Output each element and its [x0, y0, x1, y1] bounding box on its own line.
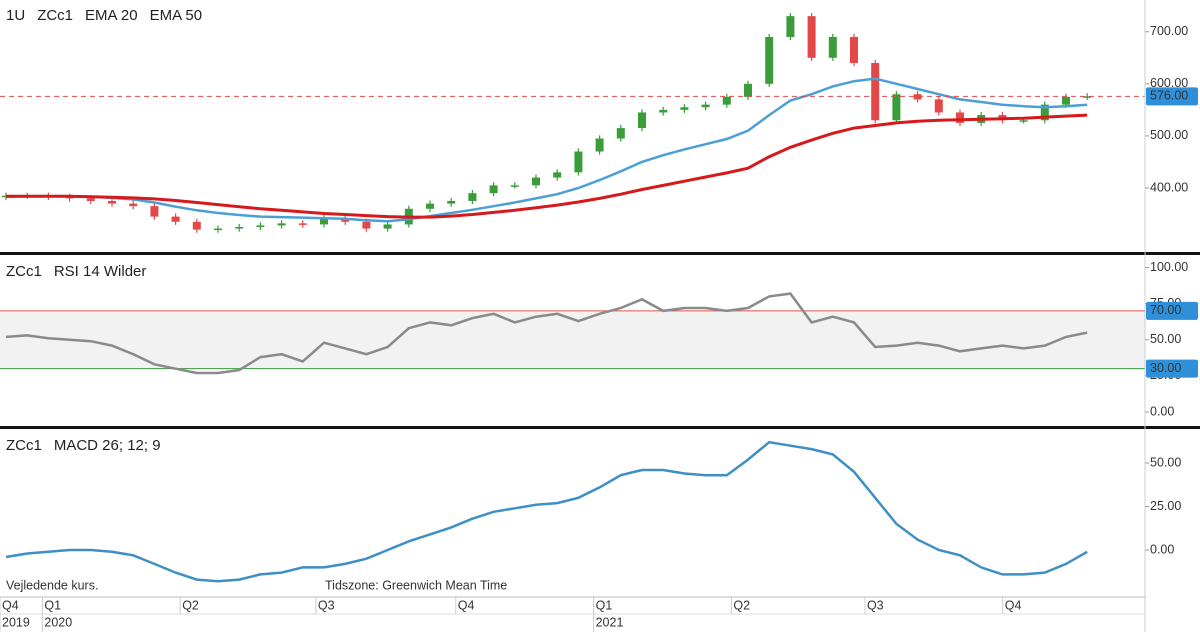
x-tick-label: Q3 — [318, 598, 335, 612]
candle-body — [701, 104, 710, 108]
y-tick-label: 0.00 — [1150, 542, 1174, 556]
candle-body — [468, 193, 477, 201]
candle-body — [871, 63, 880, 121]
candle-body — [807, 16, 816, 58]
candle-body — [828, 36, 837, 58]
candle-body — [744, 83, 752, 97]
header-label: RSI 14 Wilder — [54, 263, 147, 280]
header-label: EMA 20 — [85, 7, 138, 24]
candle-body — [86, 198, 95, 201]
header-label: EMA 50 — [150, 7, 203, 24]
candle-body — [1083, 96, 1092, 98]
candle-body — [1040, 104, 1049, 121]
candle-body — [235, 227, 244, 229]
candle-body — [659, 109, 668, 113]
year-label: 2020 — [44, 615, 72, 629]
header-label: ZCc1 — [6, 263, 42, 280]
year-label: 2019 — [2, 615, 30, 629]
candle-body — [765, 36, 774, 84]
candle-body — [362, 221, 371, 229]
y-tick-label: 25.00 — [1150, 499, 1181, 513]
y-tick-label: 50.00 — [1150, 455, 1181, 469]
y-tick-label: 600.00 — [1150, 76, 1188, 90]
candle-body — [447, 200, 456, 204]
ema-line — [6, 113, 1088, 219]
header-label: 1U — [6, 7, 25, 24]
candle-body — [150, 206, 159, 217]
y-tick-label: 700.00 — [1150, 24, 1188, 38]
candle-body — [638, 112, 646, 129]
x-tick-label: Q4 — [458, 598, 475, 612]
note: Vejledende kurs. — [6, 578, 98, 592]
candle-body — [553, 172, 562, 178]
level-box — [1146, 359, 1198, 378]
y-tick-label: 100.00 — [1150, 260, 1188, 274]
candle-body — [320, 218, 328, 225]
x-tick-label: Q3 — [867, 598, 884, 612]
candle-body — [1019, 120, 1028, 122]
candle-body — [383, 224, 392, 229]
last-price-label: 576.00 — [1150, 89, 1188, 103]
y-tick-label: 500.00 — [1150, 128, 1188, 142]
header-label: ZCc1 — [37, 7, 73, 24]
candle-body — [574, 151, 583, 173]
note: Tidszone: Greenwich Mean Time — [325, 578, 507, 592]
year-label: 2021 — [596, 615, 624, 629]
x-tick-label: Q2 — [733, 598, 750, 612]
indicator-line — [5, 292, 1088, 375]
candle-body — [510, 185, 519, 187]
level-label: 70.00 — [1150, 303, 1181, 317]
candle-body — [426, 203, 434, 209]
candle-body — [892, 94, 901, 121]
candle-body — [192, 221, 201, 230]
candle-body — [913, 94, 922, 100]
candle-body — [532, 177, 540, 186]
y-tick-label: 0.00 — [1150, 404, 1174, 418]
ema-line — [5, 77, 1088, 223]
candle-body — [277, 223, 286, 226]
candle-body — [129, 203, 138, 207]
candle-body — [722, 96, 731, 105]
candle-body — [934, 99, 943, 113]
candle-body — [341, 218, 350, 222]
y-tick-label: 50.00 — [1150, 332, 1181, 346]
candle-body — [171, 216, 180, 222]
candle-body — [595, 138, 604, 152]
header-label: MACD 26; 12; 9 — [54, 437, 161, 454]
candle-body — [298, 223, 307, 225]
candle-body — [786, 16, 795, 37]
level-box — [1146, 301, 1198, 320]
candle-body — [108, 200, 116, 204]
rsi-band — [0, 310, 1145, 369]
x-tick-label: Q4 — [2, 598, 19, 612]
y-tick-label: 400.00 — [1150, 180, 1188, 194]
x-tick-label: Q4 — [1005, 598, 1022, 612]
x-tick-label: Q1 — [44, 598, 61, 612]
last-price-box — [1146, 87, 1198, 106]
x-tick-label: Q1 — [596, 598, 613, 612]
candle-body — [850, 36, 858, 63]
level-label: 30.00 — [1150, 361, 1181, 375]
candle-body — [956, 112, 964, 123]
candle-body — [680, 107, 689, 110]
candle-body — [256, 225, 265, 228]
candle-body — [1062, 96, 1070, 105]
candle-body — [489, 185, 498, 194]
x-tick-label: Q2 — [182, 598, 199, 612]
candle-body — [214, 228, 222, 231]
candle-body — [616, 128, 625, 139]
indicator-line — [5, 440, 1088, 583]
header-label: ZCc1 — [6, 437, 42, 454]
